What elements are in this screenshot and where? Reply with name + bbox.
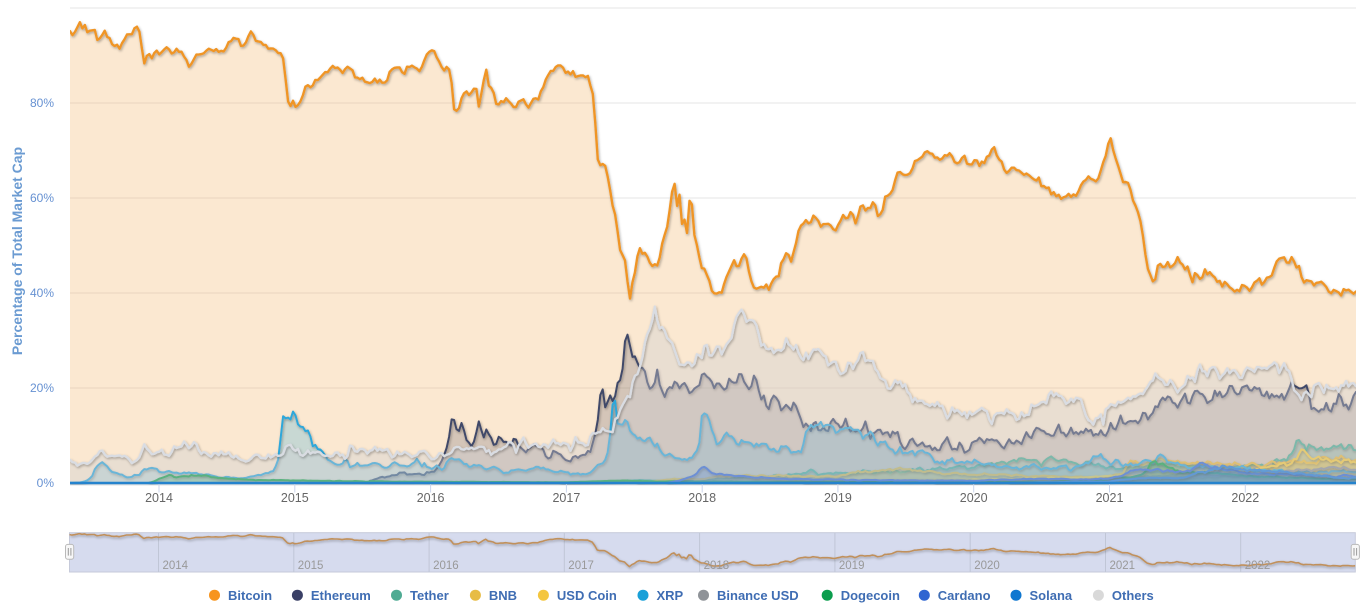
- svg-text:Binance USD: Binance USD: [717, 588, 799, 603]
- svg-text:2016: 2016: [417, 491, 445, 505]
- svg-text:Percentage of Total Market Cap: Percentage of Total Market Cap: [9, 147, 25, 355]
- svg-text:2019: 2019: [839, 560, 865, 572]
- svg-text:Tether: Tether: [410, 588, 449, 603]
- svg-text:BNB: BNB: [489, 588, 517, 603]
- svg-text:80%: 80%: [30, 96, 54, 110]
- svg-text:2020: 2020: [960, 491, 988, 505]
- svg-text:XRP: XRP: [657, 588, 684, 603]
- svg-text:2020: 2020: [974, 560, 1000, 572]
- svg-text:60%: 60%: [30, 191, 54, 205]
- svg-text:2016: 2016: [433, 560, 459, 572]
- svg-text:2019: 2019: [824, 491, 852, 505]
- svg-text:Ethereum: Ethereum: [311, 588, 371, 603]
- svg-text:Others: Others: [1112, 588, 1154, 603]
- svg-text:Dogecoin: Dogecoin: [841, 588, 900, 603]
- svg-text:2018: 2018: [688, 491, 716, 505]
- svg-text:2021: 2021: [1096, 491, 1124, 505]
- svg-text:2018: 2018: [704, 560, 730, 572]
- svg-text:2021: 2021: [1110, 560, 1136, 572]
- svg-text:0%: 0%: [37, 476, 55, 490]
- svg-text:40%: 40%: [30, 286, 54, 300]
- svg-text:2015: 2015: [298, 560, 324, 572]
- svg-text:USD Coin: USD Coin: [557, 588, 617, 603]
- svg-text:Bitcoin: Bitcoin: [228, 588, 272, 603]
- svg-text:Solana: Solana: [1030, 588, 1073, 603]
- svg-text:2014: 2014: [163, 560, 189, 572]
- svg-text:2017: 2017: [568, 560, 594, 572]
- svg-text:20%: 20%: [30, 381, 54, 395]
- svg-text:2014: 2014: [145, 491, 173, 505]
- svg-text:Cardano: Cardano: [938, 588, 991, 603]
- svg-text:2015: 2015: [281, 491, 309, 505]
- svg-text:2017: 2017: [552, 491, 580, 505]
- svg-text:2022: 2022: [1231, 491, 1259, 505]
- svg-text:2022: 2022: [1245, 560, 1271, 572]
